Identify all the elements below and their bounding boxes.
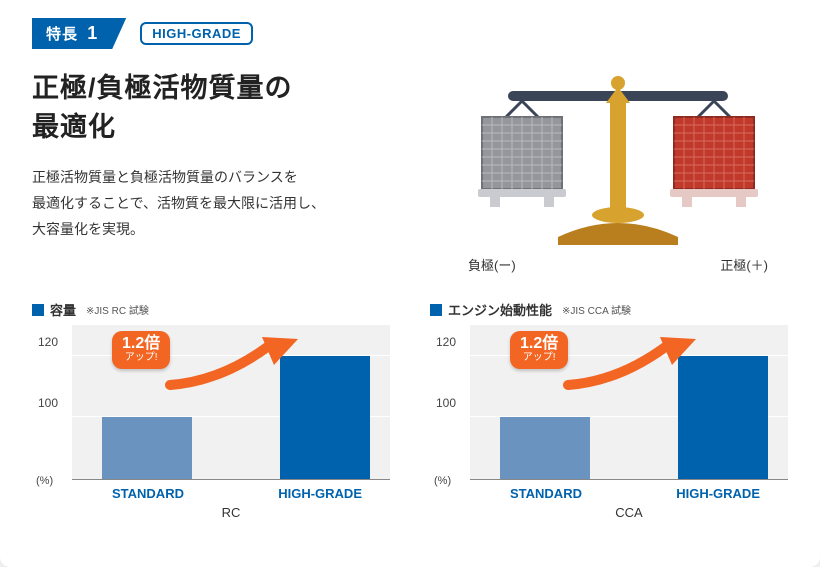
chart-capacity: 容量 ※JIS RC 試験 100 120 (%) 1.2: [32, 300, 390, 520]
chart-legend-row: エンジン始動性能 ※JIS CCA 試験: [430, 300, 788, 319]
feature-tag: 特長 1: [32, 18, 126, 49]
chart-note: ※JIS CCA 試験: [562, 302, 631, 317]
header-row: 特長 1 HIGH-GRADE: [32, 0, 788, 49]
ytick-label: 100: [436, 396, 456, 410]
bar-standard: [500, 417, 590, 479]
illustration-column: 負極(ー) 正極(＋): [448, 69, 788, 274]
x-axis-label: RC: [72, 505, 390, 520]
uplift-badge-wrap: 1.2倍 アップ!: [510, 331, 568, 369]
description: 正極活物質量と負極活物質量のバランスを 最適化することで、活物質を最大限に活用し…: [32, 165, 428, 243]
uplift-badge: 1.2倍 アップ!: [112, 331, 170, 369]
y-unit-label: (%): [434, 475, 451, 487]
ytick-label: 100: [38, 396, 58, 410]
balance-scale-icon: [458, 69, 778, 249]
uplift-factor: 1.2倍: [122, 336, 160, 353]
x-categories: STANDARD HIGH-GRADE: [72, 480, 390, 501]
desc-line-1: 正極活物質量と負極活物質量のバランスを: [32, 169, 298, 185]
desc-line-3: 大容量化を実現。: [32, 221, 144, 237]
grade-tag: HIGH-GRADE: [140, 22, 253, 45]
positive-plate-icon: [670, 117, 758, 207]
xcat-high-grade: HIGH-GRADE: [278, 486, 362, 501]
uplift-up: アップ!: [122, 353, 160, 364]
uplift-arrow-icon: [162, 333, 302, 393]
chart-legend-row: 容量 ※JIS RC 試験: [32, 300, 390, 319]
chart-engine-start: エンジン始動性能 ※JIS CCA 試験 100 120 (%): [430, 300, 788, 520]
feature-number: 1: [87, 23, 98, 43]
scale-labels-row: 負極(ー) 正極(＋): [468, 255, 768, 274]
chart-legend-label: 容量: [50, 300, 76, 319]
page-title: 正極/負極活物質量の 最適化: [32, 69, 428, 147]
chart-plot-area: 100 120 (%) 1.2倍 アップ!: [470, 325, 788, 480]
chart-note: ※JIS RC 試験: [86, 302, 149, 317]
uplift-up: アップ!: [520, 353, 558, 364]
x-axis-label: CCA: [470, 505, 788, 520]
ytick-label: 120: [436, 335, 456, 349]
charts-row: 容量 ※JIS RC 試験 100 120 (%) 1.2: [32, 300, 788, 520]
title-line-2: 最適化: [32, 112, 116, 142]
title-line-1: 正極/負極活物質量の: [32, 73, 293, 103]
top-section: 正極/負極活物質量の 最適化 正極活物質量と負極活物質量のバランスを 最適化する…: [32, 69, 788, 274]
negative-label: 負極(ー): [468, 255, 516, 274]
positive-label: 正極(＋): [720, 255, 768, 274]
legend-square-icon: [32, 304, 44, 316]
y-unit-label: (%): [36, 475, 53, 487]
negative-plate-icon: [478, 117, 566, 207]
uplift-factor: 1.2倍: [520, 336, 558, 353]
desc-line-2: 最適化することで、活物質を最大限に活用し、: [32, 195, 325, 211]
ytick-label: 120: [38, 335, 58, 349]
uplift-badge: 1.2倍 アップ!: [510, 331, 568, 369]
uplift-arrow-icon: [560, 333, 700, 393]
xcat-standard: STANDARD: [112, 486, 184, 501]
xcat-high-grade: HIGH-GRADE: [676, 486, 760, 501]
uplift-badge-wrap: 1.2倍 アップ!: [112, 331, 170, 369]
bar-standard: [102, 417, 192, 479]
feature-label: 特長: [46, 26, 78, 43]
x-categories: STANDARD HIGH-GRADE: [470, 480, 788, 501]
text-column: 正極/負極活物質量の 最適化 正極活物質量と負極活物質量のバランスを 最適化する…: [32, 69, 428, 274]
feature-card: 特長 1 HIGH-GRADE 正極/負極活物質量の 最適化 正極活物質量と負極…: [0, 0, 820, 567]
chart-plot-area: 100 120 (%) 1.2倍 アップ!: [72, 325, 390, 480]
xcat-standard: STANDARD: [510, 486, 582, 501]
chart-legend-label: エンジン始動性能: [448, 300, 552, 319]
legend-square-icon: [430, 304, 442, 316]
